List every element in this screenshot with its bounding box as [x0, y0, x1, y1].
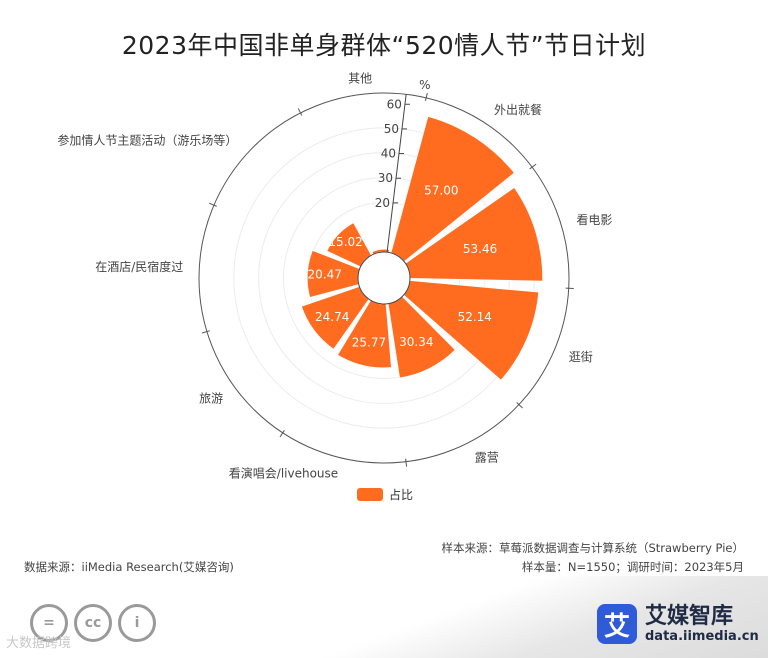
- bar-value-label: 25.77: [352, 335, 386, 349]
- bar-value-label: 53.46: [463, 242, 497, 256]
- category-label: 看电影: [576, 213, 612, 227]
- category-label: 外出就餐: [494, 102, 542, 117]
- bar-value-label: 57.00: [424, 183, 458, 197]
- cc-icon: cc: [74, 604, 112, 642]
- sample-size-note: 样本量：N=1550；调研时间：2023年5月: [521, 560, 744, 574]
- bar-value-label: 52.14: [458, 310, 492, 324]
- outer-tick: [405, 458, 408, 467]
- brand-name: 艾媒智库: [645, 603, 734, 629]
- radial-tick-label: 60: [387, 97, 402, 111]
- radial-unit-label: %: [419, 78, 430, 92]
- outer-tick: [516, 402, 523, 409]
- radial-tick-label: 30: [378, 171, 393, 185]
- sample-source-note: 样本来源：草莓派数据调查与计算系统（Strawberry Pie）: [441, 541, 744, 555]
- category-label: 露营: [475, 450, 499, 464]
- radial-axis-line: [386, 94, 407, 253]
- bar-value-label: 15.02: [328, 235, 362, 249]
- attribution-icon: i: [118, 604, 156, 642]
- outer-tick: [209, 202, 217, 207]
- radial-tick-label: 40: [381, 147, 396, 161]
- center-hole: [357, 251, 411, 305]
- category-label: 旅游: [199, 391, 223, 405]
- nd-icon: =: [30, 604, 68, 642]
- data-source-note: 数据来源：iiMedia Research(艾媒咨询): [24, 560, 234, 574]
- bar-value-label: 20.47: [307, 268, 341, 282]
- radial-tick-label: 20: [375, 196, 390, 210]
- category-label: 看演唱会/livehouse: [229, 466, 338, 481]
- chart-title: 2023年中国非单身群体“520情人节”节日计划: [121, 31, 647, 60]
- bar-value-label: 24.74: [315, 310, 349, 324]
- bar-value-label: 30.34: [399, 335, 433, 349]
- outer-tick: [425, 92, 428, 101]
- bars: [300, 115, 544, 382]
- radial-tick-label: 50: [384, 122, 399, 136]
- category-label: 逛街: [569, 350, 593, 364]
- brand-logo-icon: 艾: [597, 604, 637, 644]
- brand-url: data.iimedia.cn: [645, 628, 759, 644]
- category-label: 参加情人节主题活动（游乐场等）: [57, 132, 237, 147]
- license-icons: = cc i: [30, 604, 162, 642]
- outer-tick: [529, 163, 537, 170]
- legend[interactable]: 占比: [357, 486, 413, 503]
- category-label: 其他: [348, 71, 372, 85]
- radial-axis: 20 30 40 50 60%: [357, 78, 431, 305]
- outer-tick: [201, 330, 210, 334]
- legend-swatch: [357, 488, 383, 501]
- category-label: 在酒店/民宿度过: [95, 259, 183, 274]
- brand-block[interactable]: 艾 艾媒智库 data.iimedia.cn: [597, 604, 759, 644]
- bar-value-label: 1.18: [365, 225, 392, 239]
- outer-tick: [279, 430, 285, 438]
- outer-tick: [297, 108, 303, 116]
- watermark-text: 大数据跨境: [6, 636, 72, 651]
- legend-label: 占比: [389, 488, 414, 502]
